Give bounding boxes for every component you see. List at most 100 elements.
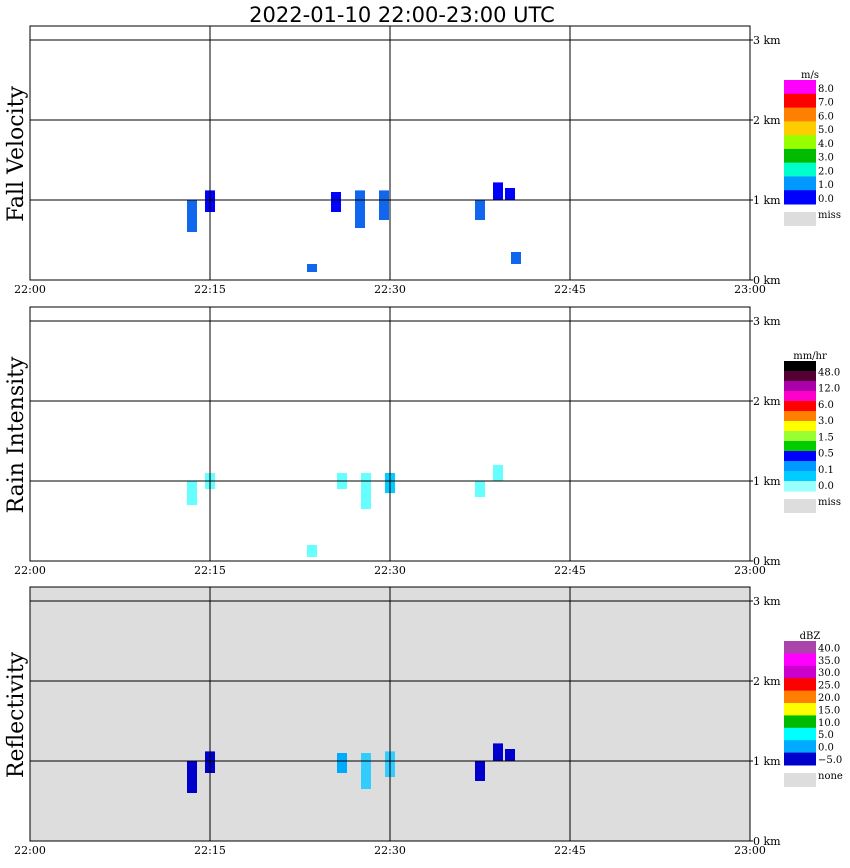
echo-mark	[475, 200, 485, 220]
x-tick-label: 22:00	[14, 844, 46, 857]
panel-3: 22:00 22:15 22:30 22:45 23:000 km 1 km 2 km 3 k…	[4, 586, 843, 857]
colorbar-swatch	[784, 690, 816, 704]
colorbar-swatch	[784, 431, 816, 442]
x-tick-label: 22:00	[14, 283, 46, 296]
colorbar-swatch	[784, 107, 816, 122]
colorbar-label: 6.0	[818, 400, 834, 411]
y-tick-label: 2 km	[753, 395, 781, 408]
colorbar-label: 3.0	[818, 416, 834, 427]
colorbar-label: 0.0	[818, 194, 834, 205]
colorbar-label: 0.0	[818, 743, 834, 754]
panel-ylabel: Rain Intensity	[4, 356, 29, 513]
colorbar-swatch	[784, 441, 816, 452]
panel-ylabel: Reflectivity	[4, 651, 29, 778]
colorbar-swatch	[784, 727, 816, 741]
colorbar-label: 0.5	[818, 449, 834, 460]
colorbar-label: 40.0	[818, 643, 840, 654]
x-tick-label: 22:15	[194, 564, 226, 577]
colorbar-swatch	[784, 703, 816, 716]
y-tick-label: 3 km	[753, 34, 781, 47]
echo-mark	[511, 252, 521, 264]
colorbar-missing-label: none	[818, 771, 843, 782]
echo-mark	[187, 481, 197, 505]
x-tick-label: 22:15	[194, 844, 226, 857]
colorbar-missing-label: miss	[818, 210, 841, 221]
colorbar-label: 20.0	[818, 693, 840, 704]
x-tick-label: 23:00	[734, 564, 766, 577]
echo-mark	[307, 264, 317, 272]
echo-mark	[493, 465, 503, 481]
colorbar-missing-swatch	[784, 212, 816, 226]
colorbar-label: 1.0	[818, 180, 834, 191]
colorbar-swatch	[784, 401, 816, 412]
echo-mark	[475, 481, 485, 497]
colorbar-label: 6.0	[818, 111, 834, 122]
echo-mark	[337, 753, 347, 773]
colorbar-label: 0.0	[818, 481, 834, 492]
x-tick-label: 22:30	[374, 283, 406, 296]
x-tick-label: 22:15	[194, 283, 226, 296]
y-tick-label: 0 km	[753, 555, 781, 568]
figure-title: 2022-01-10 22:00-23:00 UTC	[249, 3, 555, 27]
colorbar-label: 5.0	[818, 125, 834, 136]
panel-2: 22:00 22:15 22:30 22:45 23:000 km 1 km 2 km 3 k…	[4, 306, 841, 577]
colorbar-swatch	[784, 451, 816, 462]
colorbar-label: 1.5	[818, 432, 834, 443]
colorbar-label: 4.0	[818, 139, 834, 150]
y-tick-label: 1 km	[753, 755, 781, 768]
colorbar-swatch	[784, 678, 816, 692]
colorbar-label: 35.0	[818, 656, 840, 667]
x-tick-label: 22:45	[554, 564, 586, 577]
y-tick-label: 0 km	[753, 835, 781, 848]
colorbar-swatch	[784, 461, 816, 472]
colorbar-swatch	[784, 80, 816, 95]
colorbar-label: 5.0	[818, 730, 834, 741]
echo-mark	[361, 753, 371, 789]
y-tick-label: 2 km	[753, 114, 781, 127]
colorbar-label: 0.1	[818, 465, 834, 476]
echo-mark	[475, 761, 485, 781]
echo-mark	[361, 473, 371, 509]
x-tick-label: 22:45	[554, 844, 586, 857]
colorbar-swatch	[784, 740, 816, 754]
colorbar-swatch	[784, 752, 816, 766]
colorbar-label: 10.0	[818, 718, 840, 729]
echo-mark	[505, 188, 515, 200]
colorbar-label: 3.0	[818, 153, 834, 164]
colorbar-swatch	[784, 148, 816, 164]
colorbar-label: 12.0	[818, 384, 840, 395]
colorbar-label: −5.0	[818, 755, 842, 766]
x-tick-label: 23:00	[734, 844, 766, 857]
colorbar-label: 2.0	[818, 166, 834, 177]
colorbar-swatch	[784, 411, 816, 422]
colorbar-missing-label: miss	[818, 497, 841, 508]
colorbar-label: 25.0	[818, 681, 840, 692]
echo-mark	[493, 743, 503, 761]
y-tick-label: 1 km	[753, 475, 781, 488]
echo-mark	[505, 749, 515, 761]
colorbar-swatch	[784, 371, 816, 382]
colorbar-unit: m/s	[801, 70, 819, 81]
colorbar-unit: mm/hr	[793, 351, 827, 362]
echo-mark	[379, 190, 389, 220]
colorbar-label: 30.0	[818, 668, 840, 679]
echo-mark	[187, 761, 197, 793]
panel-1: 22:00 22:15 22:30 22:45 23:000 km 1 km 2 km 3 k…	[4, 25, 841, 296]
echo-mark	[355, 190, 365, 228]
y-tick-label: 3 km	[753, 315, 781, 328]
echo-mark	[187, 200, 197, 232]
panel-ylabel: Fall Velocity	[4, 86, 29, 222]
colorbar-swatch	[784, 665, 816, 679]
x-tick-label: 22:00	[14, 564, 46, 577]
colorbar-swatch	[784, 121, 816, 136]
x-tick-label: 23:00	[734, 283, 766, 296]
colorbar-swatch	[784, 381, 816, 392]
colorbar-swatch	[784, 176, 816, 191]
y-tick-label: 2 km	[753, 675, 781, 688]
colorbar-swatch	[784, 481, 816, 492]
echo-mark	[331, 192, 341, 212]
colorbar-label: 7.0	[818, 98, 834, 109]
colorbar-swatch	[784, 391, 816, 402]
colorbar-swatch	[784, 361, 816, 372]
